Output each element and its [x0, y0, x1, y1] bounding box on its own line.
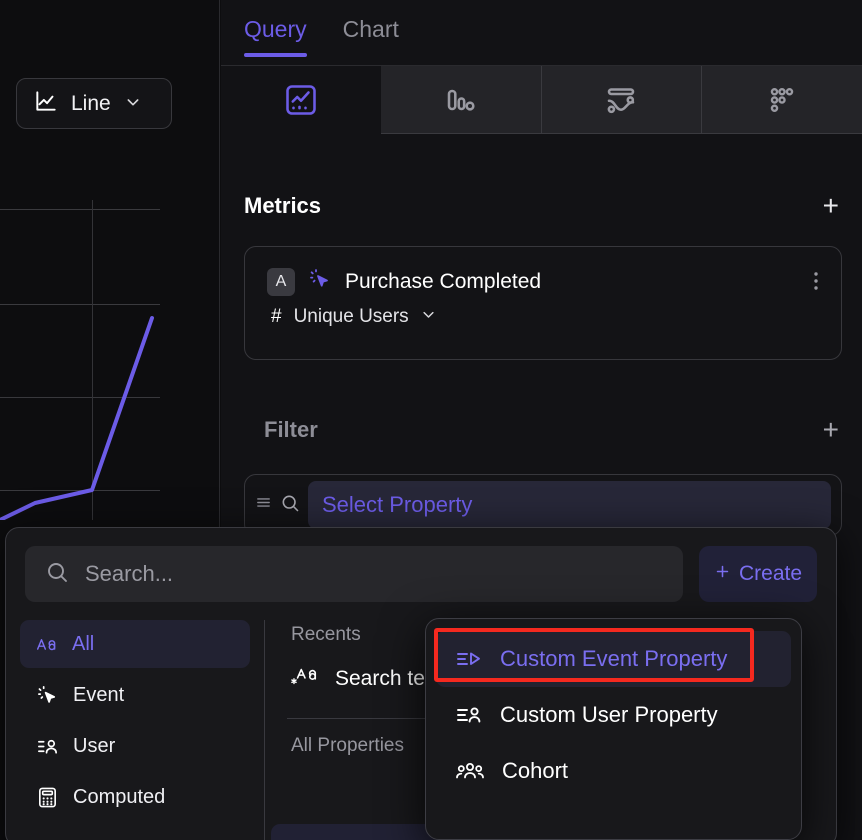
metric-letter-badge: A: [267, 267, 295, 296]
filter-section-header: Filter +: [264, 416, 839, 444]
category-item-event[interactable]: Event: [20, 671, 250, 719]
user-list-icon: [36, 735, 59, 758]
cohort-group-icon: [456, 760, 484, 782]
create-button-label: Create: [738, 562, 803, 585]
icon-tab-retention-dots[interactable]: [701, 66, 862, 134]
recent-item-label: Search te: [335, 667, 425, 690]
retention-dots-icon: [770, 87, 794, 112]
text-aa-star-icon: [291, 665, 319, 694]
submenu-item-custom-event-property[interactable]: Custom Event Property: [436, 631, 791, 687]
metric-measure-label: Unique Users: [293, 306, 409, 327]
submenu-item-label: Custom User Property: [500, 702, 718, 727]
icon-tab-line-chart[interactable]: [221, 66, 381, 134]
funnel-flow-icon: [607, 87, 635, 113]
calculator-icon: [36, 786, 59, 809]
category-label: Event: [73, 683, 125, 706]
line-chart-icon: [286, 85, 316, 115]
category-label: User: [73, 734, 116, 757]
search-input[interactable]: Search...: [25, 546, 683, 602]
metric-measure-row[interactable]: # Unique Users: [245, 296, 841, 328]
chart-gridline: [0, 209, 160, 210]
chart-gridline: [92, 200, 93, 520]
submenu-item-custom-user-property[interactable]: Custom User Property: [436, 687, 791, 743]
metrics-title: Metrics: [244, 193, 322, 218]
all-properties-header: All Properties: [291, 735, 404, 756]
panel-tabs: Query Chart: [221, 0, 862, 66]
tab-chart[interactable]: Chart: [342, 16, 399, 42]
click-cursor-icon: [36, 684, 59, 707]
submenu-item-label: Custom Event Property: [500, 646, 728, 671]
dropdown-category-list: All Event: [6, 620, 264, 840]
metric-card-header: A Purchase Completed: [245, 247, 841, 296]
chevron-down-icon: [125, 94, 141, 113]
plus-icon: [714, 562, 731, 586]
user-property-icon: [456, 704, 482, 726]
category-item-computed[interactable]: Computed: [20, 773, 250, 821]
line-chart-icon: [33, 88, 59, 119]
chart-type-selector[interactable]: Line: [16, 78, 172, 129]
submenu-item-cohort[interactable]: Cohort: [436, 743, 791, 799]
event-property-icon: [456, 648, 482, 670]
icon-tab-funnel-flow[interactable]: [540, 66, 702, 134]
recents-header: Recents: [291, 624, 361, 645]
select-property-input[interactable]: Select Property: [308, 481, 831, 529]
metric-card: A Purchase Completed # Unique Users: [244, 246, 842, 360]
chart-type-label: Line: [71, 91, 111, 115]
list-icon[interactable]: [255, 494, 272, 516]
chevron-down-icon: [421, 307, 436, 327]
category-item-all[interactable]: All: [20, 620, 250, 668]
filter-title: Filter: [264, 417, 318, 442]
chart-gridline: [0, 397, 160, 398]
metric-event-name: Purchase Completed: [345, 269, 542, 293]
divider: [287, 718, 447, 719]
recent-item[interactable]: Search te: [287, 658, 814, 700]
select-property-placeholder: Select Property: [322, 492, 473, 517]
search-placeholder: Search...: [85, 561, 174, 586]
text-aa-icon: [36, 635, 58, 653]
create-property-submenu: Custom Event Property Custom User Proper…: [425, 618, 802, 840]
chart-gridline: [0, 304, 160, 305]
submenu-item-label: Cohort: [502, 758, 569, 783]
click-cursor-icon: [308, 267, 332, 296]
tab-query[interactable]: Query: [244, 16, 307, 57]
chart-series-line: [0, 316, 154, 520]
search-icon: [45, 560, 69, 589]
category-label: All: [72, 632, 95, 655]
bar-chart-icon: [447, 89, 475, 111]
filter-row: Select Property: [244, 474, 842, 536]
hash-icon: #: [271, 306, 282, 327]
dropdown-toolbar: Search... Create: [6, 528, 836, 602]
chart-gridline: [0, 490, 160, 491]
add-filter-button[interactable]: +: [822, 414, 839, 445]
create-button[interactable]: Create: [699, 546, 817, 602]
line-chart: [0, 200, 160, 520]
more-options-icon[interactable]: [813, 269, 819, 298]
search-icon[interactable]: [280, 493, 300, 518]
category-label: Computed: [73, 785, 166, 808]
visualization-icon-tabs: [221, 66, 862, 134]
icon-tab-bar-chart[interactable]: [380, 66, 541, 134]
category-item-user[interactable]: User: [20, 722, 250, 770]
add-metric-button[interactable]: +: [822, 190, 839, 221]
metrics-section-header: Metrics +: [244, 192, 839, 220]
